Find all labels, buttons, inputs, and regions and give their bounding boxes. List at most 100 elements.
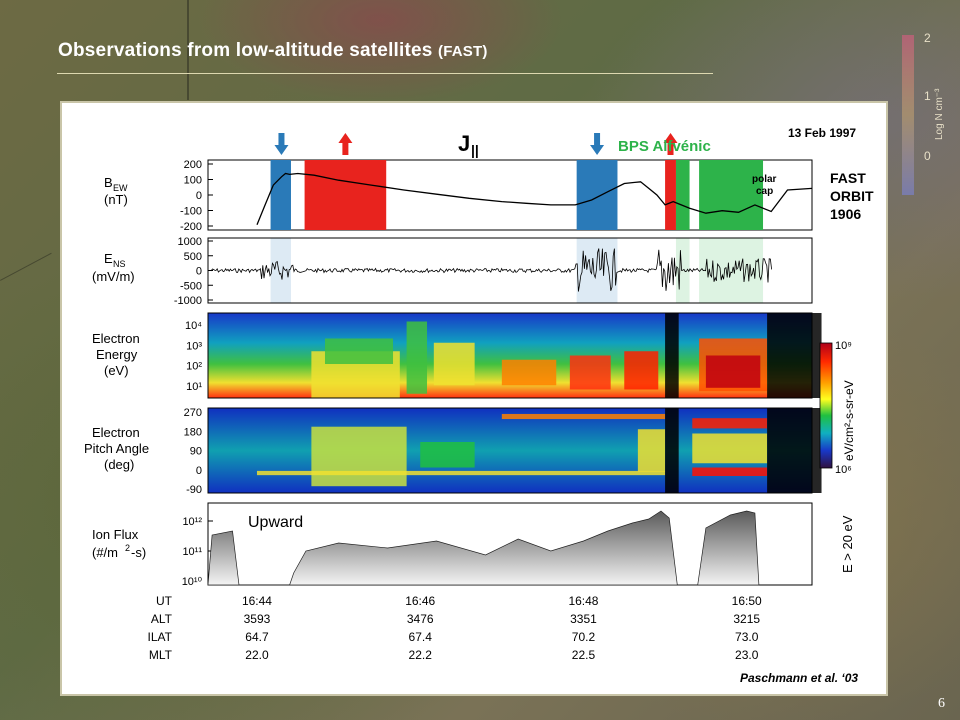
spacecraft-label: FAST ORBIT 1906 xyxy=(830,170,874,222)
ens-region-downward xyxy=(270,238,291,303)
orbit-row-label: ALT xyxy=(151,612,173,626)
svg-text:(#/m: (#/m xyxy=(92,545,118,560)
pitch-feature xyxy=(692,418,768,429)
orbit-value: 22.5 xyxy=(572,648,596,662)
svg-text:Energy: Energy xyxy=(96,347,138,362)
ion-ticks: 10¹² 10¹¹ 10¹⁰ xyxy=(182,516,213,588)
current-region-bps_alfvenic xyxy=(699,160,764,230)
svg-text:NS: NS xyxy=(113,259,126,269)
orbit-value: 73.0 xyxy=(735,630,759,644)
colorbar xyxy=(819,342,833,469)
ens-region-bands xyxy=(270,238,764,303)
fast-orbit-figure: J || BPS Alfvénic 13 Feb 1997 B EW (nT) … xyxy=(84,126,874,685)
pitch-ticks: 270 180 90 0 -90 xyxy=(184,407,213,496)
orbit-row-label: UT xyxy=(156,594,173,608)
current-region-bands xyxy=(270,160,764,230)
j-parallel-subscript: || xyxy=(471,142,479,158)
y-tick-label: 90 xyxy=(190,446,202,458)
y-tick-label: 10¹¹ xyxy=(182,546,202,558)
y-tick-label: 10³ xyxy=(186,340,202,352)
title-main: Observations from low-altitude satellite… xyxy=(58,40,433,61)
credit-label: Paschmann et al. ‘03 xyxy=(740,671,858,685)
pitch-feature xyxy=(767,408,822,493)
bew-trace xyxy=(256,172,813,225)
pitch-feature xyxy=(311,426,407,487)
polar-cap-label: polar xyxy=(752,174,777,185)
orbit-value: 67.4 xyxy=(409,630,433,644)
pitch-feature xyxy=(665,408,679,493)
orbit-value: 70.2 xyxy=(572,630,596,644)
svg-text:Electron: Electron xyxy=(92,331,140,346)
pitch-feature xyxy=(256,470,666,476)
svg-text:Ion Flux: Ion Flux xyxy=(92,527,139,542)
energy-feature xyxy=(705,355,761,388)
orbit-table: UT ALT ILAT MLT 16:44 3593 64.7 22.0 16:46 3476 67… xyxy=(148,594,762,662)
orbit-value: 3215 xyxy=(733,612,760,626)
date-label: 13 Feb 1997 xyxy=(788,126,856,140)
orbit-value: 23.0 xyxy=(735,648,759,662)
svg-text:Pitch Angle: Pitch Angle xyxy=(84,441,149,456)
current-region-upward xyxy=(304,160,387,230)
ion-energy-label: E > 20 eV xyxy=(840,515,855,573)
density-scale-decoration: 2 1 0 Log N cm⁻³ xyxy=(902,31,945,195)
orbit-value: 3351 xyxy=(570,612,597,626)
svg-text:B: B xyxy=(104,175,113,190)
energy-feature xyxy=(433,342,475,386)
energy-feature xyxy=(501,359,557,386)
pitch-feature xyxy=(692,467,768,476)
polar-cap-label: cap xyxy=(756,186,773,197)
page-number: 6 xyxy=(938,696,945,711)
y-tick-label: -1000 xyxy=(174,295,202,307)
y-tick-label: 0 xyxy=(196,266,202,278)
y-tick-label: 10⁴ xyxy=(185,320,202,332)
y-tick-label: -100 xyxy=(180,206,202,218)
ion-ylabel: Ion Flux (#/m 2 -s) xyxy=(92,527,146,560)
scale-tick: 2 xyxy=(924,31,931,45)
energy-axes xyxy=(207,312,813,399)
ens-ticks: 1000 500 0 -500 -1000 xyxy=(174,236,213,307)
pitch-axes xyxy=(207,407,813,494)
arrow-up-icon xyxy=(663,133,678,155)
svg-text:(eV): (eV) xyxy=(104,363,129,378)
energy-feature xyxy=(324,338,394,364)
arrow-down-icon xyxy=(274,133,289,155)
bew-ylabel: B EW (nT) xyxy=(104,175,128,207)
y-tick-label: 500 xyxy=(184,251,202,263)
scale-tick: 1 xyxy=(924,89,931,103)
y-tick-label: 10¹⁰ xyxy=(182,576,203,588)
pitch-feature xyxy=(501,413,666,420)
energy-feature xyxy=(624,351,659,390)
arrow-up-icon xyxy=(338,133,353,155)
svg-text:E: E xyxy=(104,251,113,266)
orbit-value: 16:44 xyxy=(242,594,272,608)
j-parallel-label: J xyxy=(458,131,470,156)
orbit-row-label: ILAT xyxy=(148,630,173,644)
y-tick-label: -90 xyxy=(186,484,202,496)
current-region-downward xyxy=(270,160,291,230)
ens-axes xyxy=(207,237,813,304)
current-region-upward xyxy=(665,160,676,230)
svg-text:2: 2 xyxy=(125,543,130,553)
title-suffix: (FAST) xyxy=(438,43,488,60)
current-direction-arrows xyxy=(274,133,678,155)
orbit-value: 64.7 xyxy=(245,630,269,644)
y-tick-label: 200 xyxy=(184,159,202,171)
arrow-down-icon xyxy=(590,133,605,155)
pitch-ylabel: Electron Pitch Angle (deg) xyxy=(84,425,149,472)
energy-feature xyxy=(767,313,822,398)
y-tick-label: 1000 xyxy=(178,236,202,248)
scale-tick: 0 xyxy=(924,149,931,163)
svg-text:(nT): (nT) xyxy=(104,192,128,207)
bew-ticks: 200 100 0 -100 -200 xyxy=(180,159,213,233)
ens-region-downward xyxy=(576,238,618,303)
slide-title: Observations from low-altitude satellite… xyxy=(58,40,488,62)
colorbar-tick: 10⁹ xyxy=(835,340,852,352)
y-tick-label: -500 xyxy=(180,280,202,292)
orbit-value: 3593 xyxy=(244,612,271,626)
current-region-bps_alfvenic xyxy=(675,160,690,230)
orbit-value: 22.2 xyxy=(409,648,433,662)
title-underline xyxy=(57,73,713,74)
y-tick-label: 180 xyxy=(184,426,202,438)
pitch-feature xyxy=(637,429,666,472)
orbit-value: 16:46 xyxy=(405,594,435,608)
